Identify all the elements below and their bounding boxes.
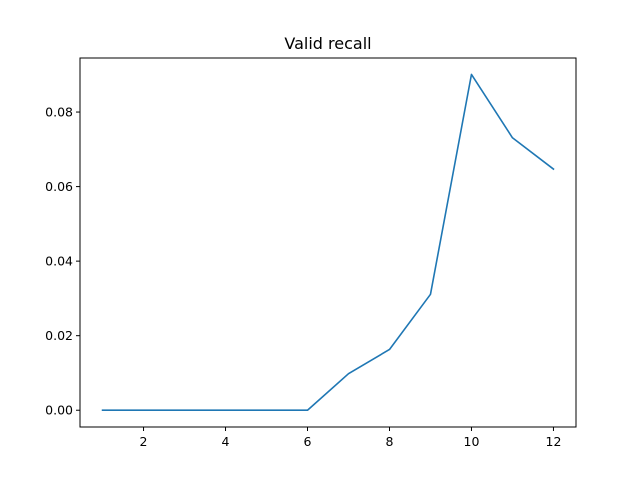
x-tick-label: 4 — [222, 434, 230, 449]
x-tick-label: 2 — [140, 434, 148, 449]
y-tick-label: 0.02 — [45, 328, 73, 343]
chart-title: Valid recall — [284, 34, 371, 53]
y-tick-label: 0.04 — [45, 254, 73, 269]
x-tick-label: 6 — [304, 434, 312, 449]
y-tick-label: 0.00 — [45, 403, 73, 418]
y-tick-label: 0.06 — [45, 179, 73, 194]
plot-frame — [79, 57, 577, 428]
x-tick-label: 12 — [546, 434, 562, 449]
series-line-0 — [101, 73, 555, 412]
x-tick-label: 8 — [386, 434, 394, 449]
x-tick-label: 10 — [464, 434, 480, 449]
axes-layer: 2 4 6 8 10 12 0.00 0.02 0.04 0.06 0.08 — [45, 57, 577, 449]
plot-layer — [101, 73, 555, 412]
y-tick-label: 0.08 — [45, 105, 73, 120]
